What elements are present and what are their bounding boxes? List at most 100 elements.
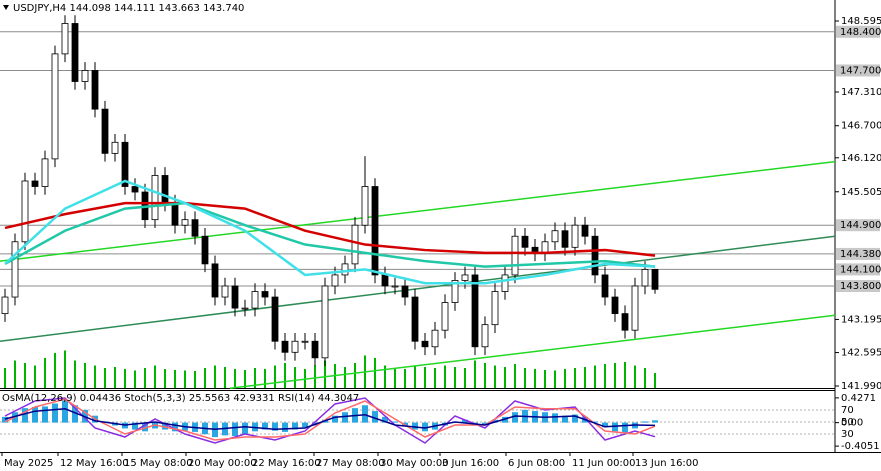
candle-body	[11, 241, 19, 298]
volume-bar	[154, 365, 156, 388]
level-tag	[836, 64, 880, 77]
volume-bar	[94, 365, 96, 388]
candle-body	[61, 23, 69, 55]
candle-body	[331, 274, 339, 287]
candle-body	[111, 141, 119, 154]
volume-bar	[144, 368, 146, 388]
osma-bar	[372, 411, 378, 423]
x-tick-label: 11 Jun 00:00	[572, 458, 636, 469]
x-tick-label: 27 May 08:00	[316, 458, 385, 469]
candle-body	[181, 219, 189, 226]
osma-bar	[22, 408, 28, 423]
volume-bar	[234, 369, 236, 388]
osma-bar	[32, 407, 38, 423]
volume-bar	[504, 367, 506, 388]
volume-bar	[354, 363, 356, 388]
osma-bar	[562, 415, 568, 423]
candle-body	[411, 296, 419, 342]
volume-bar	[74, 360, 76, 388]
candle-body	[521, 235, 529, 248]
volume-bar	[394, 368, 396, 388]
osma-bar	[392, 421, 398, 423]
candle-body	[241, 307, 249, 310]
candle-body	[451, 280, 459, 303]
volume-bar	[164, 369, 166, 388]
volume-bar	[254, 368, 256, 388]
candle-body	[441, 302, 449, 331]
volume-bar	[54, 353, 56, 388]
level-label: 144.900	[840, 220, 881, 231]
osma-bar	[602, 422, 608, 428]
level-tag	[836, 219, 880, 232]
volume-bar	[434, 368, 436, 388]
volume-bar	[564, 369, 566, 388]
candle-body	[571, 224, 579, 248]
candle-body	[81, 70, 89, 82]
volume-bar	[274, 365, 276, 388]
candle-body	[421, 340, 429, 348]
candle-body	[121, 141, 129, 187]
volume-bar	[404, 369, 406, 388]
volume-bar	[644, 368, 646, 388]
level-label: 143.800	[840, 281, 881, 292]
candle-body	[101, 108, 109, 154]
candle-body	[171, 202, 179, 226]
volume-bar	[444, 365, 446, 388]
candle-body	[401, 285, 409, 298]
candle-body	[591, 235, 599, 276]
level-tag	[836, 25, 880, 38]
candle-body	[301, 340, 309, 343]
x-tick-label: 22 May 16:00	[252, 458, 321, 469]
candle-body	[251, 291, 259, 309]
y-tick-label: 143.195	[841, 314, 881, 325]
candle-body	[341, 263, 349, 276]
volume-bar	[294, 367, 296, 388]
osma-bar	[412, 422, 418, 430]
osma-bar	[342, 412, 348, 423]
osma-bar	[482, 422, 488, 425]
volume-bar	[34, 365, 36, 388]
osma-bar	[422, 422, 428, 432]
level-label: 147.700	[840, 65, 881, 76]
candle-body	[581, 224, 589, 237]
osma-bar	[162, 422, 168, 430]
osma-bar	[622, 422, 628, 434]
y-tick-label: 147.310	[841, 87, 881, 98]
y-tick-label: 146.120	[841, 153, 881, 164]
candle-body	[601, 274, 609, 298]
candle-body	[391, 285, 399, 288]
oscillator-line	[4, 398, 656, 441]
volume-bar	[464, 368, 466, 388]
osma-bar	[282, 422, 288, 432]
volume-bar	[174, 370, 176, 388]
candle-body	[41, 158, 49, 187]
volume-bar	[384, 365, 386, 388]
osma-bar	[642, 421, 648, 423]
candle-body	[1, 296, 9, 315]
volume-bar	[184, 370, 186, 388]
volume-bar	[614, 363, 616, 388]
candle-body	[71, 23, 79, 82]
osma-bar	[362, 405, 368, 423]
volume-bar	[324, 360, 326, 388]
x-tick-label: May 2025	[4, 458, 53, 469]
osma-bar	[42, 406, 48, 423]
volume-bar	[214, 365, 216, 388]
x-tick-label: 13 Jun 16:00	[635, 458, 699, 469]
osma-bar	[132, 422, 138, 430]
osma-tick-label: 0.00	[841, 418, 863, 429]
level-tag	[836, 247, 880, 260]
osma-bar	[612, 422, 618, 432]
candle-body	[321, 285, 329, 359]
candle-body	[361, 186, 369, 226]
volume-bar	[654, 373, 656, 388]
candle-body	[561, 230, 569, 248]
osma-bar	[492, 419, 498, 423]
osma-bar	[262, 422, 268, 430]
candle-body	[381, 274, 389, 287]
candle-body	[211, 263, 219, 298]
volume-bar	[524, 368, 526, 388]
volume-bar	[84, 363, 86, 388]
candle-body	[461, 274, 469, 281]
